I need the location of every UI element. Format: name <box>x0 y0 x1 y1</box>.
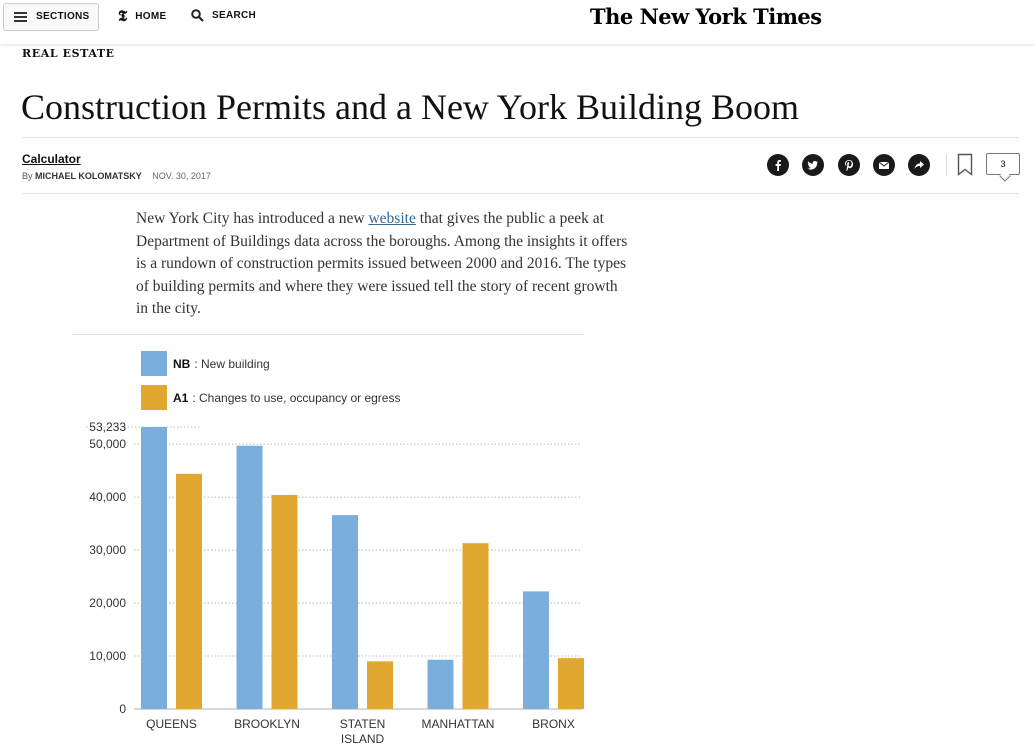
y-tick-label: 40,000 <box>89 490 126 504</box>
legend-swatch-nb <box>141 351 167 376</box>
share-tools-separator <box>946 154 947 176</box>
x-category-label: QUEENS <box>146 717 197 731</box>
legend-swatch-a1 <box>141 385 167 410</box>
comments-button[interactable]: 3 <box>986 153 1020 175</box>
twitter-share-button[interactable] <box>802 154 824 176</box>
legend-item-a1: A1: Changes to use, occupancy or egress <box>141 385 400 410</box>
bar-a1-brooklyn <box>271 494 298 709</box>
intro-text-end: that gives the public a peek at Departme… <box>136 210 628 317</box>
author-name[interactable]: MICHAEL KOLOMATSKY <box>35 171 142 181</box>
twitter-icon <box>807 161 818 170</box>
home-link[interactable]: 𝕿 HOME <box>118 7 167 25</box>
search-button[interactable]: SEARCH <box>191 9 256 22</box>
more-share-button[interactable] <box>908 154 930 176</box>
column-label-link[interactable]: Calculator <box>22 152 81 166</box>
bar-nb-staten-island <box>332 515 358 709</box>
nyt-t-logo-icon: 𝕿 <box>118 7 128 25</box>
bar-a1-manhattan <box>462 543 489 709</box>
hamburger-menu-icon <box>14 12 27 22</box>
pinterest-share-button[interactable] <box>838 154 860 176</box>
share-arrow-icon <box>914 161 924 169</box>
bar-a1-staten-island <box>367 661 393 709</box>
y-tick-label: 50,000 <box>89 437 126 451</box>
x-category-label: ISLAND <box>341 732 385 746</box>
y-max-label: 53,233 <box>89 420 126 434</box>
legend-label-nb: New building <box>201 356 270 371</box>
header-divider <box>22 137 1019 138</box>
intro-text-start: New York City has introduced a new <box>136 210 369 227</box>
byline: By MICHAEL KOLOMATSKY NOV. 30, 2017 <box>22 171 211 181</box>
x-category-label: BROOKLYN <box>234 717 300 731</box>
sections-button[interactable]: SECTIONS <box>3 3 99 31</box>
publish-date: NOV. 30, 2017 <box>152 171 211 181</box>
legend-code-nb: NB <box>173 356 191 371</box>
x-category-label: BRONX <box>532 717 575 731</box>
byline-divider <box>22 193 1019 194</box>
intro-paragraph: New York City has introduced a new websi… <box>136 208 631 321</box>
legend-code-a1: A1 <box>173 390 189 405</box>
nyt-logo[interactable]: The New York Times <box>590 4 822 29</box>
website-link[interactable]: website <box>368 210 416 227</box>
email-icon <box>878 161 890 169</box>
y-tick-label: 10,000 <box>89 649 126 663</box>
pinterest-icon <box>845 160 853 171</box>
y-tick-label: 0 <box>119 702 126 716</box>
search-label: SEARCH <box>212 10 257 21</box>
home-label: HOME <box>135 10 167 22</box>
email-share-button[interactable] <box>873 154 895 176</box>
graphic-top-rule <box>72 334 584 335</box>
bookmark-icon[interactable] <box>957 153 973 177</box>
permits-bar-chart: 0 10,000 20,000 30,000 40,000 50,000 53,233 QUE… <box>86 420 584 746</box>
top-navigation-bar: SECTIONS 𝕿 HOME SEARCH The New York Time… <box>0 0 1035 44</box>
y-tick-label: 30,000 <box>89 543 126 557</box>
bar-nb-manhattan <box>427 659 454 709</box>
sections-label: SECTIONS <box>36 11 90 22</box>
facebook-share-button[interactable] <box>767 154 789 176</box>
byline-prefix: By <box>22 171 33 181</box>
bar-nb-brooklyn <box>236 445 263 709</box>
article-headline: Construction Permits and a New York Buil… <box>21 87 800 127</box>
bar-a1-queens <box>176 473 202 709</box>
search-icon <box>191 9 204 22</box>
bar-nb-queens <box>141 427 167 709</box>
bar-a1-bronx <box>558 658 584 709</box>
y-tick-label: 20,000 <box>89 596 126 610</box>
section-kicker[interactable]: REAL ESTATE <box>22 47 115 60</box>
bar-nb-bronx <box>523 591 549 709</box>
x-category-label: MANHATTAN <box>422 717 495 731</box>
legend-label-a1: Changes to use, occupancy or egress <box>199 390 401 405</box>
legend-item-nb: NB: New building <box>141 351 270 376</box>
x-category-label: STATEN <box>340 717 386 731</box>
facebook-icon <box>775 160 781 171</box>
